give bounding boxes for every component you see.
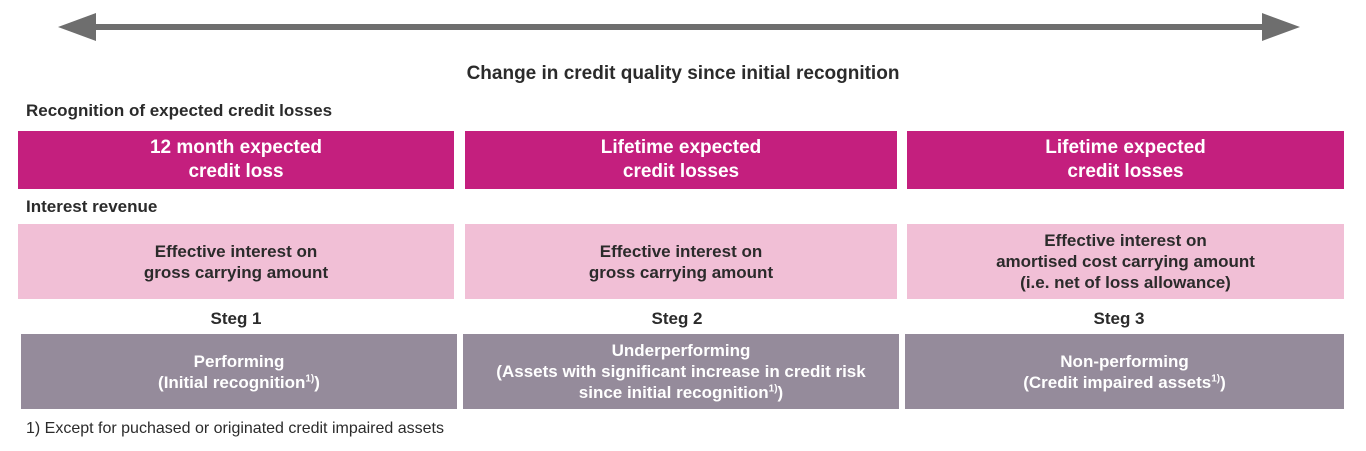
stage-box-description: (Credit impaired assets1))	[1023, 372, 1226, 392]
footnote: 1) Except for puchased or originated cre…	[26, 420, 444, 437]
stage-box-underperforming: Underperforming (Assets with significant…	[463, 334, 899, 409]
footnote-marker: 1)	[305, 372, 315, 384]
ecl-box-line1: Lifetime expected	[600, 137, 762, 158]
step-label-1: Steg 1	[210, 309, 262, 328]
interest-box-line1: Effective interest on	[599, 241, 763, 261]
interest-box-stage-2: Effective interest on gross carrying amo…	[465, 224, 897, 299]
recognition-label: Recognition of expected credit losses	[26, 101, 333, 120]
ecl-box-stage-2: Lifetime expected credit losses	[465, 131, 897, 189]
ecl-box-line2: credit losses	[1067, 161, 1184, 182]
footnote-marker: 1)	[768, 383, 778, 395]
interest-box-line2: amortised cost carrying amount	[996, 252, 1255, 271]
stage-box-title: Non-performing	[1060, 351, 1189, 371]
ecl-box-line1: Lifetime expected	[1045, 137, 1206, 158]
ecl-box-line2: credit loss	[188, 161, 284, 182]
interest-box-line1: Effective interest on	[154, 241, 318, 261]
ecl-box-stage-1: 12 month expected credit loss	[18, 131, 454, 189]
step-label-3: Steg 3	[1093, 309, 1145, 328]
step-label-2: Steg 2	[651, 309, 703, 328]
ecl-box-line1: 12 month expected	[149, 137, 323, 158]
stage-box-description: (Assets with significant increase in cre…	[496, 362, 866, 381]
interest-revenue-label: Interest revenue	[26, 197, 158, 216]
stage-box-description-cont: since initial recognition1))	[578, 383, 784, 402]
stage-box-non-performing: Non-performing (Credit impaired assets1)…	[905, 334, 1344, 409]
double-headed-arrow	[58, 13, 1300, 41]
diagram-heading: Change in credit quality since initial r…	[466, 63, 900, 84]
interest-box-line2: gross carrying amount	[143, 262, 329, 282]
ecl-box-stage-3: Lifetime expected credit losses	[907, 131, 1344, 189]
interest-box-line3: (i.e. net of loss allowance)	[1020, 273, 1231, 292]
stage-box-description: (Initial recognition1))	[158, 372, 320, 392]
interest-box-stage-3: Effective interest on amortised cost car…	[907, 224, 1344, 299]
stage-box-performing: Performing (Initial recognition1))	[21, 334, 457, 409]
footnote-marker: 1)	[1211, 372, 1221, 384]
interest-box-stage-1: Effective interest on gross carrying amo…	[18, 224, 454, 299]
ecl-box-line2: credit losses	[622, 161, 740, 182]
stage-box-title: Performing	[193, 351, 285, 371]
stage-box-title: Underperforming	[611, 341, 751, 360]
interest-box-line2: gross carrying amount	[588, 262, 774, 282]
interest-box-line1: Effective interest on	[1044, 231, 1207, 250]
